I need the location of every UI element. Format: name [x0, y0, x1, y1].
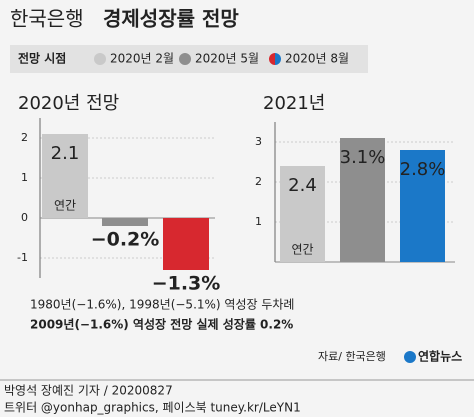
note: 1980년(−1.6%), 1998년(−5.1%) 역성장 두차례: [30, 298, 294, 312]
y-tick-label: 0: [21, 211, 28, 224]
annotation: 연간: [291, 243, 313, 257]
title-light: 한국은행: [10, 7, 84, 31]
value-label: −0.2%: [91, 229, 160, 251]
bar: [400, 150, 445, 262]
y-tick-label: 1: [21, 171, 28, 184]
title-bold: 경제성장률 전망: [103, 7, 239, 31]
value-label: 3.1%: [340, 147, 386, 168]
footer-line: 트위터 @yonhap_graphics, 페이스북 tuney.kr/LeYN…: [4, 401, 301, 415]
bar: [102, 218, 148, 226]
legend-swatch: [94, 53, 106, 65]
y-tick-label: 2: [21, 131, 28, 144]
value-label: 2.4: [288, 175, 317, 196]
y-tick-label: 2: [255, 175, 262, 188]
logo: 연합뉴스: [418, 349, 462, 364]
legend-label: 2020년 5월: [195, 52, 259, 66]
source: 자료/ 한국은행: [318, 350, 386, 363]
panel-title: 2020년 전망: [18, 93, 119, 114]
bar: [340, 138, 385, 262]
legend-swatch: [275, 53, 281, 65]
bar: [163, 218, 209, 270]
legend-swatch: [269, 53, 275, 65]
y-tick-label: 1: [255, 215, 262, 228]
legend-label: 2020년 8월: [285, 52, 349, 66]
panel-title: 2021년: [263, 93, 325, 114]
logo-mark: [404, 351, 416, 363]
value-label: 2.1: [51, 143, 80, 164]
y-tick-label: -1: [17, 251, 28, 264]
legend-swatch: [179, 53, 191, 65]
note: 2009년(−1.6%) 역성장 전망 실제 성장률 0.2%: [30, 317, 293, 332]
y-tick-label: 3: [255, 135, 262, 148]
value-label: 2.8%: [400, 159, 446, 180]
annotation: 연간: [54, 199, 76, 213]
legend-title: 전망 시점: [18, 51, 66, 66]
bar: [280, 166, 325, 262]
footer-line: 박영석 장예진 기자 / 20200827: [4, 384, 173, 398]
value-label: −1.3%: [152, 273, 221, 295]
bar: [42, 134, 88, 218]
legend-label: 2020년 2월: [110, 52, 174, 66]
